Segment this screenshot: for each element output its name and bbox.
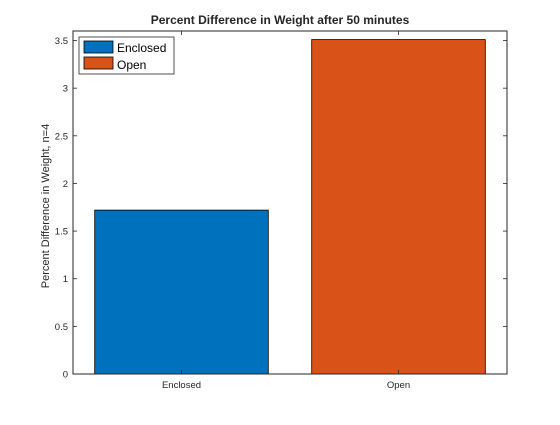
y-tick-label: 2 (63, 179, 68, 190)
y-tick-label: 0 (63, 370, 68, 381)
legend-swatch-enclosed (83, 40, 114, 54)
y-tick-label: 3 (63, 84, 68, 95)
x-tick-label-enclosed: Enclosed (162, 380, 201, 391)
bar-enclosed (94, 209, 269, 375)
y-tick-label: 2.5 (55, 131, 68, 142)
x-tick-label-open: Open (387, 380, 410, 391)
legend-label-open: Open (117, 58, 146, 72)
legend-label-enclosed: Enclosed (117, 41, 166, 55)
y-tick-label: 1 (63, 274, 68, 285)
plot-frame (72, 30, 508, 375)
y-tick-label: 3.5 (55, 36, 68, 47)
legend: Enclosed Open (78, 36, 175, 75)
x-axis-ticks: Enclosed Open (162, 31, 410, 391)
bars-layer (94, 39, 486, 375)
bar-open (311, 39, 486, 375)
y-axis-ticks: 0 0.5 1 1.5 2 2.5 3 3.5 (55, 36, 507, 381)
y-tick-label: 0.5 (55, 322, 68, 333)
y-axis-label: Percent Difference in Weight, n=4 (40, 124, 52, 288)
legend-swatch-open (83, 56, 114, 70)
y-tick-label: 1.5 (55, 227, 68, 238)
chart-title: Percent Difference in Weight after 50 mi… (151, 13, 410, 27)
